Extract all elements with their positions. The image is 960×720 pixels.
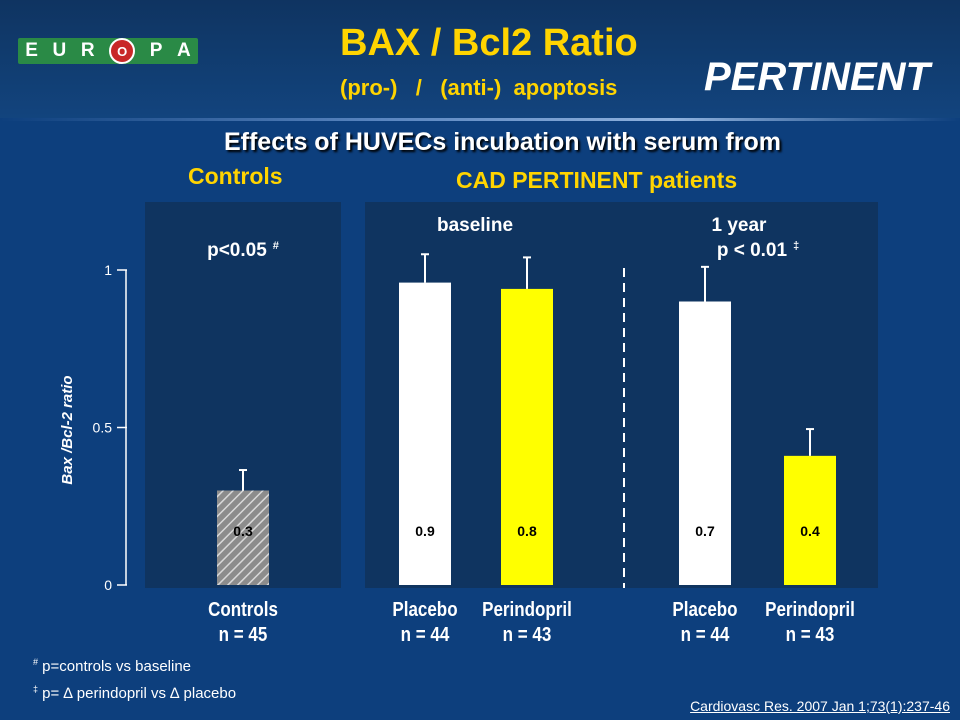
bar-n-label: n = 43 <box>503 623 552 646</box>
bar-n-label: n = 44 <box>401 623 450 646</box>
logo-letter: P <box>149 40 163 61</box>
footnote-2: ‡ p= ∆ perindopril vs ∆ placebo <box>33 684 236 702</box>
y-tick-label: 0.5 <box>93 420 113 436</box>
controls-heading: Controls <box>188 163 283 189</box>
footnote-1: # p=controls vs baseline <box>33 657 191 675</box>
slide-title: BAX / Bcl2 Ratio <box>340 22 638 64</box>
footnote-1-mark: # <box>33 657 39 667</box>
logo-letter: U <box>52 40 67 61</box>
logo-letter: R <box>80 40 95 61</box>
bar-value-label: 0.9 <box>415 523 435 539</box>
bar-value-label: 0.4 <box>800 523 820 539</box>
bar-n-label: n = 45 <box>219 623 268 646</box>
controls-pvalue-text: p<0.05 <box>207 240 267 261</box>
bar-value-label: 0.7 <box>695 523 715 539</box>
bar-value-label: 0.8 <box>517 523 537 539</box>
bar <box>399 282 451 585</box>
header-divider <box>0 118 960 121</box>
bar-category-label: Perindopril <box>482 598 572 621</box>
y-tick-label: 1 <box>104 262 112 278</box>
footnote-2-text: p= ∆ perindopril vs ∆ placebo <box>38 685 237 702</box>
logo-letter: A <box>176 40 191 61</box>
baseline-label: baseline <box>437 215 513 236</box>
y-axis-label: Bax /Bcl-2 ratio <box>59 375 76 484</box>
bar-n-label: n = 43 <box>786 623 835 646</box>
bar-value-label: 0.3 <box>233 523 253 539</box>
controls-pvalue-mark: # <box>273 240 279 252</box>
footnote-2-mark: ‡ <box>33 684 39 694</box>
one-year-pvalue-text: p < 0.01 <box>717 240 788 261</box>
citation-link[interactable]: Cardiovasc Res. 2007 Jan 1;73(1):237-46 <box>690 698 950 714</box>
controls-pvalue: p<0.05 # <box>207 240 279 261</box>
bar <box>501 288 553 585</box>
cad-heading: CAD PERTINENT patients <box>456 167 738 193</box>
slide-subtitle: (pro-) / (anti-) apoptosis <box>340 75 618 100</box>
one-year-pvalue-mark: ‡ <box>793 240 799 252</box>
bar-category-label: Perindopril <box>765 598 855 621</box>
bar-category-label: Controls <box>208 598 278 621</box>
bar-category-label: Placebo <box>672 598 737 621</box>
logo-globe: O <box>109 38 136 64</box>
one-year-pvalue: p < 0.01 ‡ <box>717 240 799 261</box>
one-year-label: 1 year <box>712 215 768 236</box>
bar <box>217 490 269 585</box>
y-tick-label: 0 <box>104 577 112 593</box>
footnote-1-text: p=controls vs baseline <box>38 658 192 675</box>
bar <box>679 301 731 585</box>
bar <box>784 455 836 585</box>
effects-heading: Effects of HUVECs incubation with serum … <box>223 128 781 156</box>
bar-category-label: Placebo <box>392 598 457 621</box>
brand-title: PERTINENT <box>704 55 930 99</box>
bar-n-label: n = 44 <box>681 623 730 646</box>
logo-letter: E <box>25 40 38 61</box>
